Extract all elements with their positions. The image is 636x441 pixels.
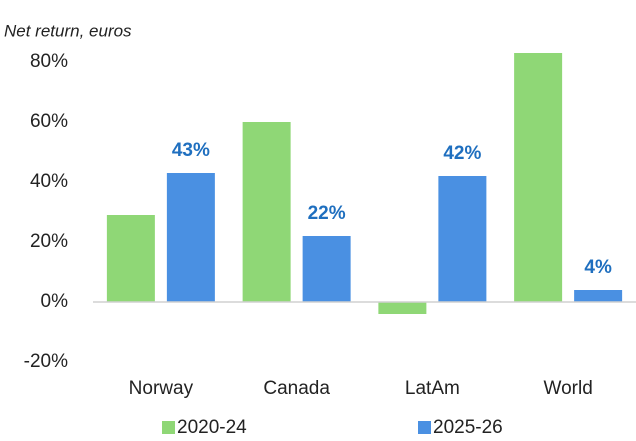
bar bbox=[166, 173, 215, 302]
bar bbox=[106, 215, 155, 302]
x-tick-label: World bbox=[543, 378, 592, 399]
y-tick-label: 20% bbox=[30, 231, 68, 252]
legend-label: 2020-24 bbox=[177, 417, 247, 436]
bar bbox=[378, 302, 427, 314]
bar bbox=[242, 122, 291, 302]
y-tick-label: 40% bbox=[30, 171, 68, 192]
x-tick-label: LatAm bbox=[405, 378, 460, 399]
x-tick-label: Canada bbox=[263, 378, 330, 399]
data-label: 42% bbox=[443, 143, 481, 164]
legend-swatch bbox=[418, 421, 431, 434]
legend-swatch bbox=[162, 421, 175, 434]
legend-label: 2025-26 bbox=[433, 417, 503, 436]
y-tick-label: 0% bbox=[41, 291, 69, 312]
bar bbox=[302, 236, 351, 302]
chart-title: Net return, euros bbox=[4, 21, 132, 40]
bar bbox=[574, 290, 623, 302]
data-label: 43% bbox=[172, 140, 210, 161]
bar bbox=[514, 53, 563, 302]
y-tick-label: 80% bbox=[30, 51, 68, 72]
data-label: 4% bbox=[584, 257, 612, 278]
bar bbox=[438, 176, 487, 302]
y-tick-label: 60% bbox=[30, 111, 68, 132]
data-label: 22% bbox=[308, 203, 346, 224]
y-tick-label: -20% bbox=[24, 351, 68, 372]
x-tick-label: Norway bbox=[129, 378, 194, 399]
